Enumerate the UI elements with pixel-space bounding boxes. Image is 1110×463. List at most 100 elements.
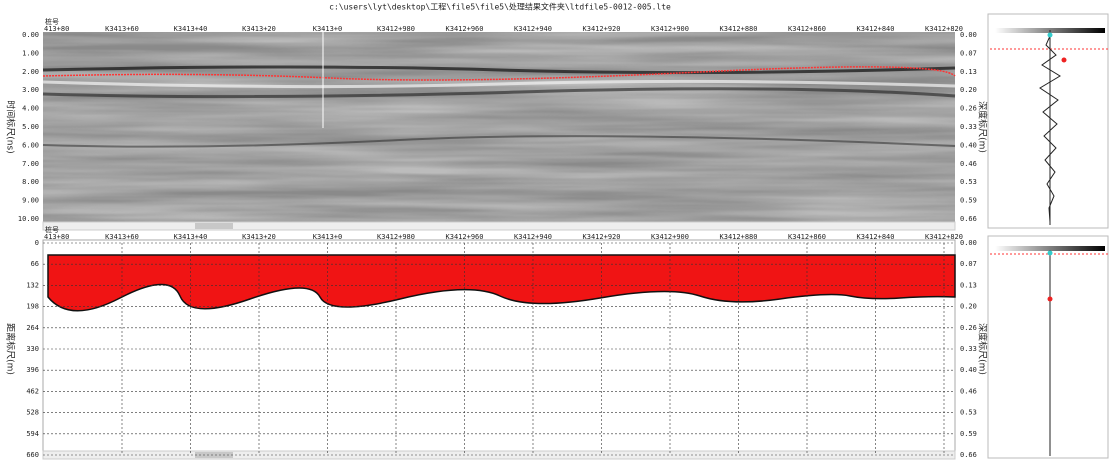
left-tick-label: 5.00 [22, 123, 39, 131]
station-label: 桩号 [45, 17, 59, 26]
station-tick-label: K3412+900 [651, 25, 689, 33]
left-tick-label: 4.00 [22, 105, 39, 113]
station-tick-label: K3412+900 [651, 233, 689, 241]
station-tick-label: K3412+960 [446, 233, 484, 241]
right-tick-label: 0.20 [960, 303, 977, 311]
station-tick-label: K3412+880 [720, 25, 758, 33]
station-tick-label: K3413+40 [174, 233, 208, 241]
station-tick-label: K3413+0 [313, 233, 343, 241]
scrollbar-thumb[interactable] [195, 223, 233, 229]
left-tick-label: 1.00 [22, 49, 39, 57]
right-tick-label: 0.59 [960, 430, 977, 438]
left-tick-label: 8.00 [22, 178, 39, 186]
left-tick-label: 0 [35, 239, 39, 247]
station-tick-label: K3413+0 [313, 25, 343, 33]
left-tick-label: 3.00 [22, 86, 39, 94]
right-tick-label: 0.20 [960, 86, 977, 94]
reflection-band [42, 135, 956, 148]
right-tick-label: 0.13 [960, 281, 977, 289]
station-tick-label: K3412+920 [583, 233, 621, 241]
left-tick-label: 264 [26, 324, 39, 332]
left-tick-label: 462 [26, 387, 39, 395]
radar-image [43, 32, 955, 222]
picked-horizon [42, 66, 956, 81]
scrollbar[interactable] [42, 221, 956, 231]
left-axis-label: 时间标尺(ns) [5, 100, 17, 153]
layer-fill [47, 254, 956, 312]
left-tick-label: 10.00 [18, 215, 39, 223]
station-tick-label: K3412+980 [377, 233, 415, 241]
left-tick-label: 594 [26, 430, 39, 438]
left-tick-label: 132 [26, 281, 39, 289]
station-tick-label: K3413+60 [105, 233, 139, 241]
right-tick-label: 0.46 [960, 387, 977, 395]
station-tick-label: K3413+40 [174, 25, 208, 33]
file-path-title: c:\users\lyt\desktop\工程\file5\file5\处理结果… [329, 2, 671, 12]
station-tick-label: K3412+920 [583, 25, 621, 33]
right-tick-label: 0.26 [960, 324, 977, 332]
station-tick-label: K3413+20 [242, 233, 276, 241]
panel-frame [987, 13, 1109, 229]
right-axis-label: 深度标尺(m) [977, 101, 989, 153]
left-tick-label: 7.00 [22, 160, 39, 168]
right-tick-label: 0.00 [960, 31, 977, 39]
marker [1061, 57, 1067, 63]
station-tick-label: K3412+860 [788, 25, 826, 33]
left-tick-label: 660 [26, 451, 39, 459]
marker [1047, 250, 1053, 256]
station-tick-label: 413+80 [44, 25, 69, 33]
panel-frame [987, 235, 1109, 459]
station-tick-label: K3412+840 [857, 25, 895, 33]
left-tick-label: 0.00 [22, 31, 39, 39]
station-tick-label: K3412+980 [377, 25, 415, 33]
right-tick-label: 0.53 [960, 178, 977, 186]
right-tick-label: 0.40 [960, 141, 977, 149]
color-bar [995, 246, 1105, 251]
reflection-band [42, 79, 956, 89]
right-tick-label: 0.33 [960, 345, 977, 353]
left-tick-label: 2.00 [22, 68, 39, 76]
station-tick-label: K3412+960 [446, 25, 484, 33]
left-tick-label: 396 [26, 366, 39, 374]
left-tick-label: 198 [26, 303, 39, 311]
right-tick-label: 0.53 [960, 409, 977, 417]
right-tick-label: 0.07 [960, 49, 977, 57]
right-axis-label: 深度标尺(m) [977, 323, 989, 375]
left-axis-label: 距离标尺(m) [5, 323, 17, 375]
station-tick-label: K3412+880 [720, 233, 758, 241]
left-tick-label: 6.00 [22, 141, 39, 149]
radar-panel [42, 32, 956, 231]
station-tick-label: K3412+820 [925, 25, 963, 33]
trace-wiggle [1039, 35, 1061, 223]
reflection-band [42, 65, 956, 75]
thickness-panel [42, 239, 956, 460]
right-tick-label: 0.66 [960, 215, 977, 223]
marker [1047, 296, 1053, 302]
station-tick-label: K3413+60 [105, 25, 139, 33]
right-tick-label: 0.13 [960, 68, 977, 76]
right-tick-label: 0.46 [960, 160, 977, 168]
right-tick-label: 0.00 [960, 239, 977, 247]
right-tick-label: 0.26 [960, 105, 977, 113]
right-tick-label: 0.40 [960, 366, 977, 374]
scrollbar-thumb[interactable] [195, 452, 233, 458]
station-tick-label: K3412+860 [788, 233, 826, 241]
reflection-band [42, 87, 956, 99]
station-label: 桩号 [45, 225, 59, 234]
station-tick-label: K3412+940 [514, 25, 552, 33]
station-tick-label: K3413+20 [242, 25, 276, 33]
station-tick-label: K3412+820 [925, 233, 963, 241]
right-tick-label: 0.59 [960, 197, 977, 205]
right-tick-label: 0.33 [960, 123, 977, 131]
left-tick-label: 528 [26, 409, 39, 417]
right-tick-label: 0.66 [960, 451, 977, 459]
left-tick-label: 9.00 [22, 197, 39, 205]
station-tick-label: 413+80 [44, 233, 69, 241]
station-tick-label: K3412+840 [857, 233, 895, 241]
left-tick-label: 330 [26, 345, 39, 353]
left-tick-label: 66 [31, 260, 39, 268]
station-tick-label: K3412+940 [514, 233, 552, 241]
